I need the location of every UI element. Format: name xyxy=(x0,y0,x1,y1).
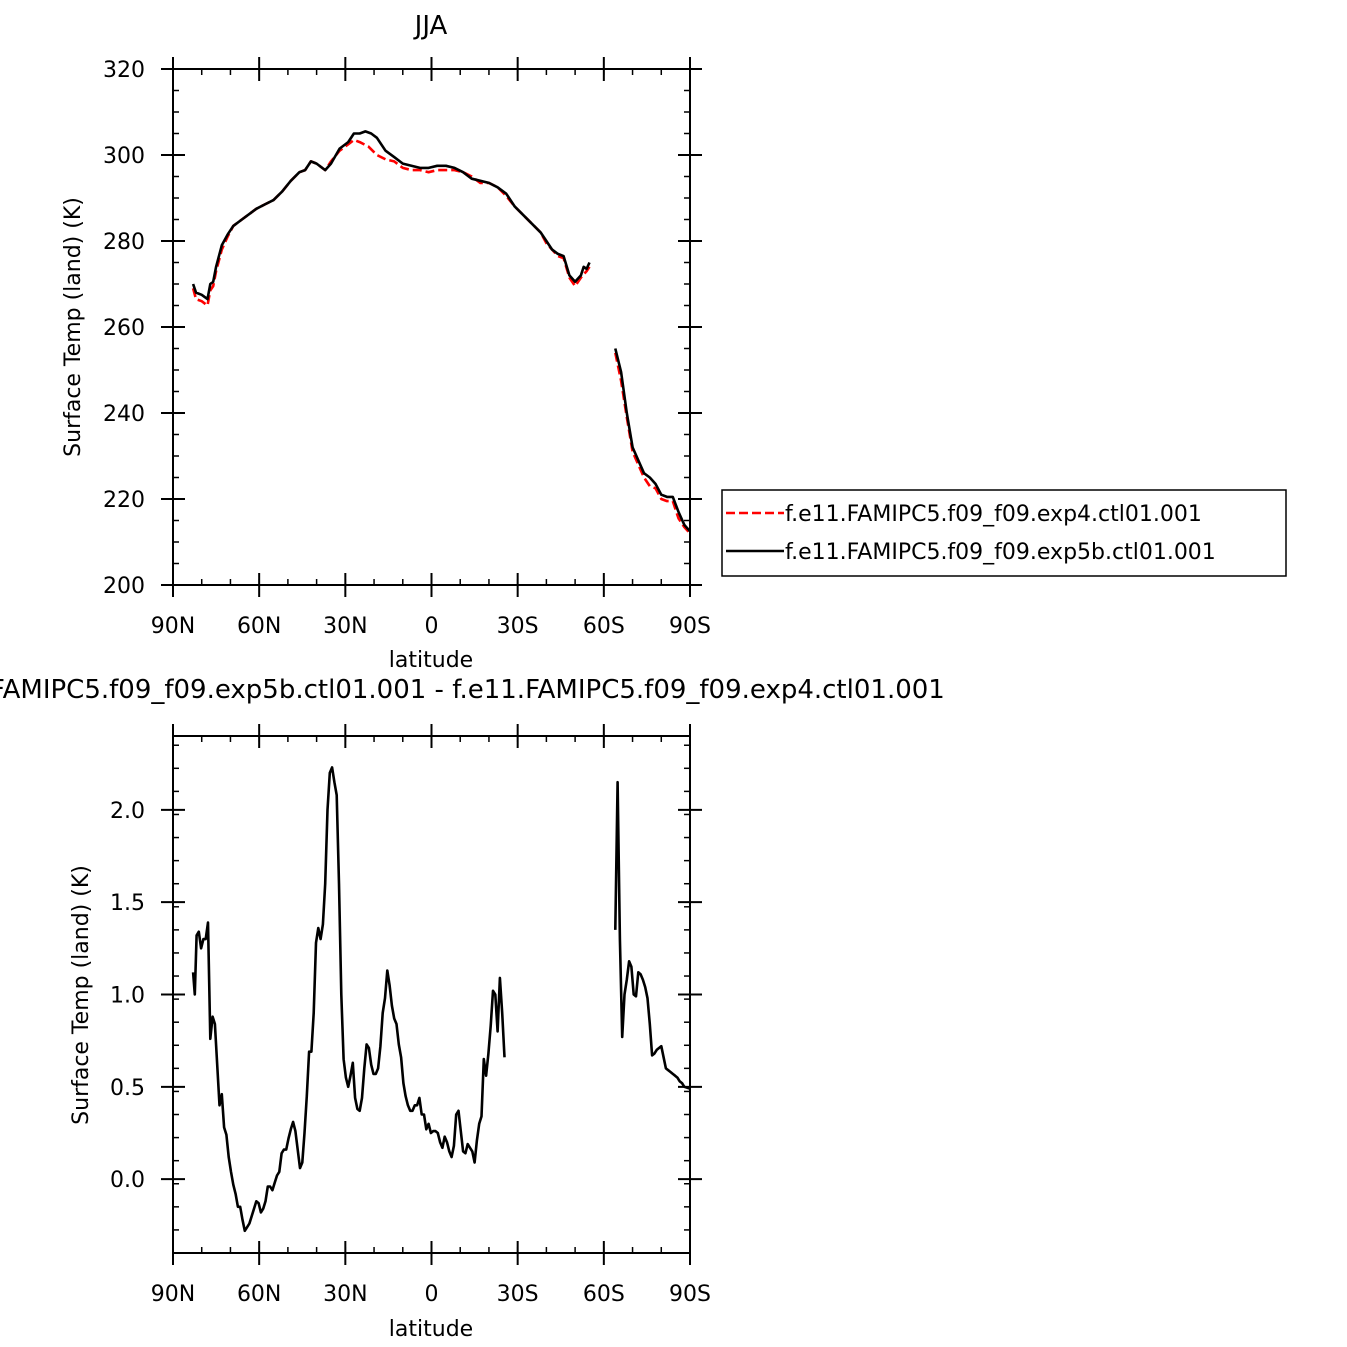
bottom-y-tick-label: 0.0 xyxy=(110,1168,145,1193)
bottom-panel-lines xyxy=(191,766,691,1233)
top-panel-x-label: latitude xyxy=(389,648,473,673)
top-y-tick-label: 200 xyxy=(103,574,145,599)
top-series-1-line-segment-0 xyxy=(191,130,591,301)
top-panel-frame xyxy=(172,68,691,586)
bottom-series-0-line-segment-1 xyxy=(614,780,691,1090)
bottom-x-tick-label: 0 xyxy=(425,1282,439,1307)
top-series-1-line-segment-1 xyxy=(614,348,691,533)
top-y-tick-label: 300 xyxy=(103,144,145,169)
top-x-tick-label: 0 xyxy=(425,614,439,639)
top-x-tick-label: 30N xyxy=(323,614,367,639)
top-y-tick-label: 240 xyxy=(103,402,145,427)
bottom-panel-frame xyxy=(172,735,691,1254)
bottom-panel-x-label: latitude xyxy=(389,1317,473,1342)
top-panel: JJA 200 220 240 260 280 300 320 90N 60N 30N 0 30S 6… xyxy=(61,11,711,673)
top-x-tick-label: 30S xyxy=(497,614,539,639)
top-panel-title: JJA xyxy=(413,11,448,41)
bottom-panel-y-axis: 0.0 0.5 1.0 1.5 2.0 xyxy=(110,744,702,1254)
bottom-y-tick-label: 1.0 xyxy=(110,984,145,1009)
top-panel-lines xyxy=(191,130,691,535)
bottom-panel: f.e11.FAMIPC5.f09_f09.exp5b.ctl01.001 - … xyxy=(0,675,945,1342)
bottom-y-tick-label: 1.5 xyxy=(110,891,145,916)
top-x-tick-label: 60S xyxy=(583,614,625,639)
top-x-tick-label: 90S xyxy=(669,614,711,639)
bottom-x-tick-label: 90S xyxy=(669,1282,711,1307)
top-y-tick-label: 220 xyxy=(103,488,145,513)
bottom-x-tick-label: 30S xyxy=(497,1282,539,1307)
legend-label-exp5b: f.e11.FAMIPC5.f09_f09.exp5b.ctl01.001 xyxy=(785,540,1216,565)
bottom-x-tick-label: 90N xyxy=(151,1282,195,1307)
bottom-y-tick-label: 0.5 xyxy=(110,1076,145,1101)
bottom-series-0-line-segment-0 xyxy=(191,766,506,1233)
legend-box xyxy=(721,489,1287,577)
bottom-x-tick-label: 60S xyxy=(583,1282,625,1307)
bottom-y-tick-label: 2.0 xyxy=(110,799,145,824)
top-y-tick-label: 260 xyxy=(103,316,145,341)
bottom-panel-title: f.e11.FAMIPC5.f09_f09.exp5b.ctl01.001 - … xyxy=(0,675,945,705)
top-panel-y-axis: 200 220 240 260 280 300 320 xyxy=(103,58,702,599)
top-series-0-line-segment-1 xyxy=(614,352,691,535)
legend-label-exp4: f.e11.FAMIPC5.f09_f09.exp4.ctl01.001 xyxy=(785,502,1202,527)
top-x-tick-label: 90N xyxy=(151,614,195,639)
bottom-panel-x-axis: 90N 60N 30N 0 30S 60S 90S xyxy=(151,724,711,1307)
top-panel-x-axis: 90N 60N 30N 0 30S 60S 90S xyxy=(151,57,711,639)
top-y-tick-label: 280 xyxy=(103,230,145,255)
bottom-x-tick-label: 60N xyxy=(237,1282,281,1307)
bottom-x-tick-label: 30N xyxy=(323,1282,367,1307)
legend: f.e11.FAMIPC5.f09_f09.exp4.ctl01.001 f.e… xyxy=(721,489,1287,577)
top-panel-y-label: Surface Temp (land) (K) xyxy=(61,197,86,457)
top-y-tick-label: 320 xyxy=(103,58,145,83)
top-x-tick-label: 60N xyxy=(237,614,281,639)
bottom-panel-y-label: Surface Temp (land) (K) xyxy=(69,865,94,1125)
